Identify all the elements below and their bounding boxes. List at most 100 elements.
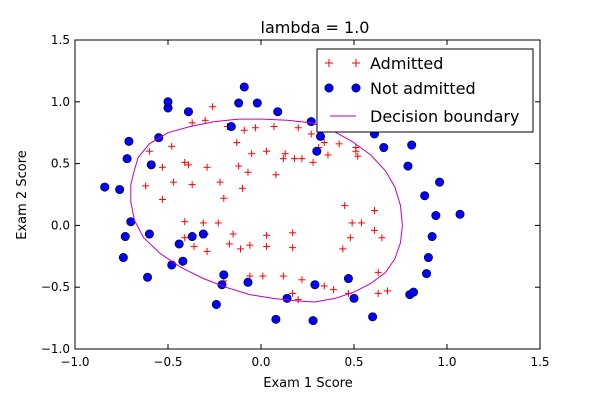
admitted-point (289, 244, 297, 252)
admitted-point (341, 202, 349, 210)
legend-label: Decision boundary (370, 107, 519, 126)
not-admitted-point (420, 191, 430, 201)
y-tick-label: 1.0 (51, 95, 70, 109)
admitted-point (240, 126, 248, 134)
not-admitted-point (239, 82, 249, 92)
not-admitted-point (243, 277, 253, 287)
not-admitted-point (273, 107, 283, 117)
admitted-point (181, 218, 189, 226)
x-axis-label: Exam 1 Score (263, 376, 352, 391)
admitted-point (229, 230, 237, 238)
admitted-point (203, 247, 211, 255)
admitted-point (289, 229, 297, 237)
admitted-point (246, 241, 254, 249)
y-tick-label: 0.5 (51, 157, 70, 171)
admitted-point (279, 155, 287, 163)
plot-area (100, 82, 465, 326)
y-tick-label: 0.0 (51, 218, 70, 232)
admitted-point (346, 234, 354, 242)
not-admitted-point (306, 117, 316, 127)
admitted-point (294, 124, 302, 132)
admitted-point (294, 296, 302, 304)
admitted-point (272, 171, 280, 179)
admitted-point (270, 123, 278, 131)
admitted-point (188, 119, 196, 127)
admitted-point (158, 163, 166, 171)
admitted-point (238, 184, 246, 192)
admitted-point (324, 151, 332, 159)
x-tick-label: −0.5 (153, 355, 182, 369)
admitted-point (374, 268, 382, 276)
not-admitted-point (455, 209, 465, 219)
not-admitted-point (211, 300, 221, 310)
not-admitted-point (167, 260, 177, 270)
admitted-point (158, 195, 166, 203)
admitted-point (199, 219, 207, 227)
admitted-point (309, 158, 317, 166)
admitted-point (220, 194, 228, 202)
y-tick-label: 1.5 (51, 33, 70, 47)
not-admitted-point (435, 177, 445, 187)
x-tick-label: 0.0 (251, 355, 270, 369)
admitted-point (244, 168, 252, 176)
not-admitted-point (403, 161, 413, 171)
not-admitted-point (308, 316, 318, 326)
admitted-point (289, 289, 297, 297)
admitted-point (251, 124, 259, 132)
admitted-point (348, 219, 356, 227)
chart-title: lambda = 1.0 (261, 18, 370, 37)
y-tick-label: −0.5 (41, 280, 70, 294)
legend: Admitted Not admitted Decision boundary (316, 48, 534, 133)
admitted-point (370, 226, 378, 234)
admitted-point (190, 242, 198, 250)
admitted-point (188, 181, 196, 189)
not-admitted-point (431, 211, 441, 221)
admitted-point (374, 289, 382, 297)
not-admitted-point (122, 154, 132, 164)
admitted-point (339, 245, 347, 253)
admitted-point (378, 234, 386, 242)
legend-plus-marker (352, 59, 360, 67)
admitted-point (330, 286, 338, 294)
admitted-point (170, 178, 178, 186)
admitted-point (145, 147, 153, 155)
not-admitted-point (178, 256, 188, 266)
not-admitted-point (124, 136, 134, 146)
admitted-point (214, 219, 222, 227)
not-admitted-point (146, 160, 156, 170)
admitted-point (248, 150, 256, 158)
not-admitted-point (120, 232, 130, 242)
admitted-point (335, 140, 343, 148)
admitted-point (279, 272, 287, 280)
not-admitted-point (252, 98, 262, 108)
legend-label: Admitted (370, 54, 443, 73)
not-admitted-point (368, 312, 378, 322)
legend-circle-marker (351, 83, 361, 93)
x-tick-label: 1.0 (437, 355, 456, 369)
not-admitted-point (271, 314, 281, 324)
not-admitted-point (174, 239, 184, 249)
not-admitted-point (407, 140, 417, 150)
legend-circle-marker (324, 83, 334, 93)
admitted-point (168, 142, 176, 150)
legend-plus-marker (325, 59, 333, 67)
admitted-point (201, 116, 209, 124)
not-admitted-point (282, 293, 292, 303)
admitted-point (370, 207, 378, 215)
legend-item: Decision boundary (330, 107, 519, 126)
not-admitted-point (100, 182, 110, 192)
not-admitted-point (310, 280, 320, 290)
legend-item: Not admitted (324, 79, 476, 98)
not-admitted-point (379, 143, 389, 153)
not-admitted-point (143, 272, 153, 282)
not-admitted-point (219, 270, 229, 280)
admitted-point (209, 103, 217, 111)
not-admitted-point (422, 269, 432, 279)
admitted-point (357, 219, 365, 227)
admitted-point (225, 240, 233, 248)
admitted-point (354, 152, 362, 160)
not-admitted-point (226, 122, 236, 132)
legend-item: Admitted (325, 54, 443, 73)
admitted-point (290, 155, 298, 163)
